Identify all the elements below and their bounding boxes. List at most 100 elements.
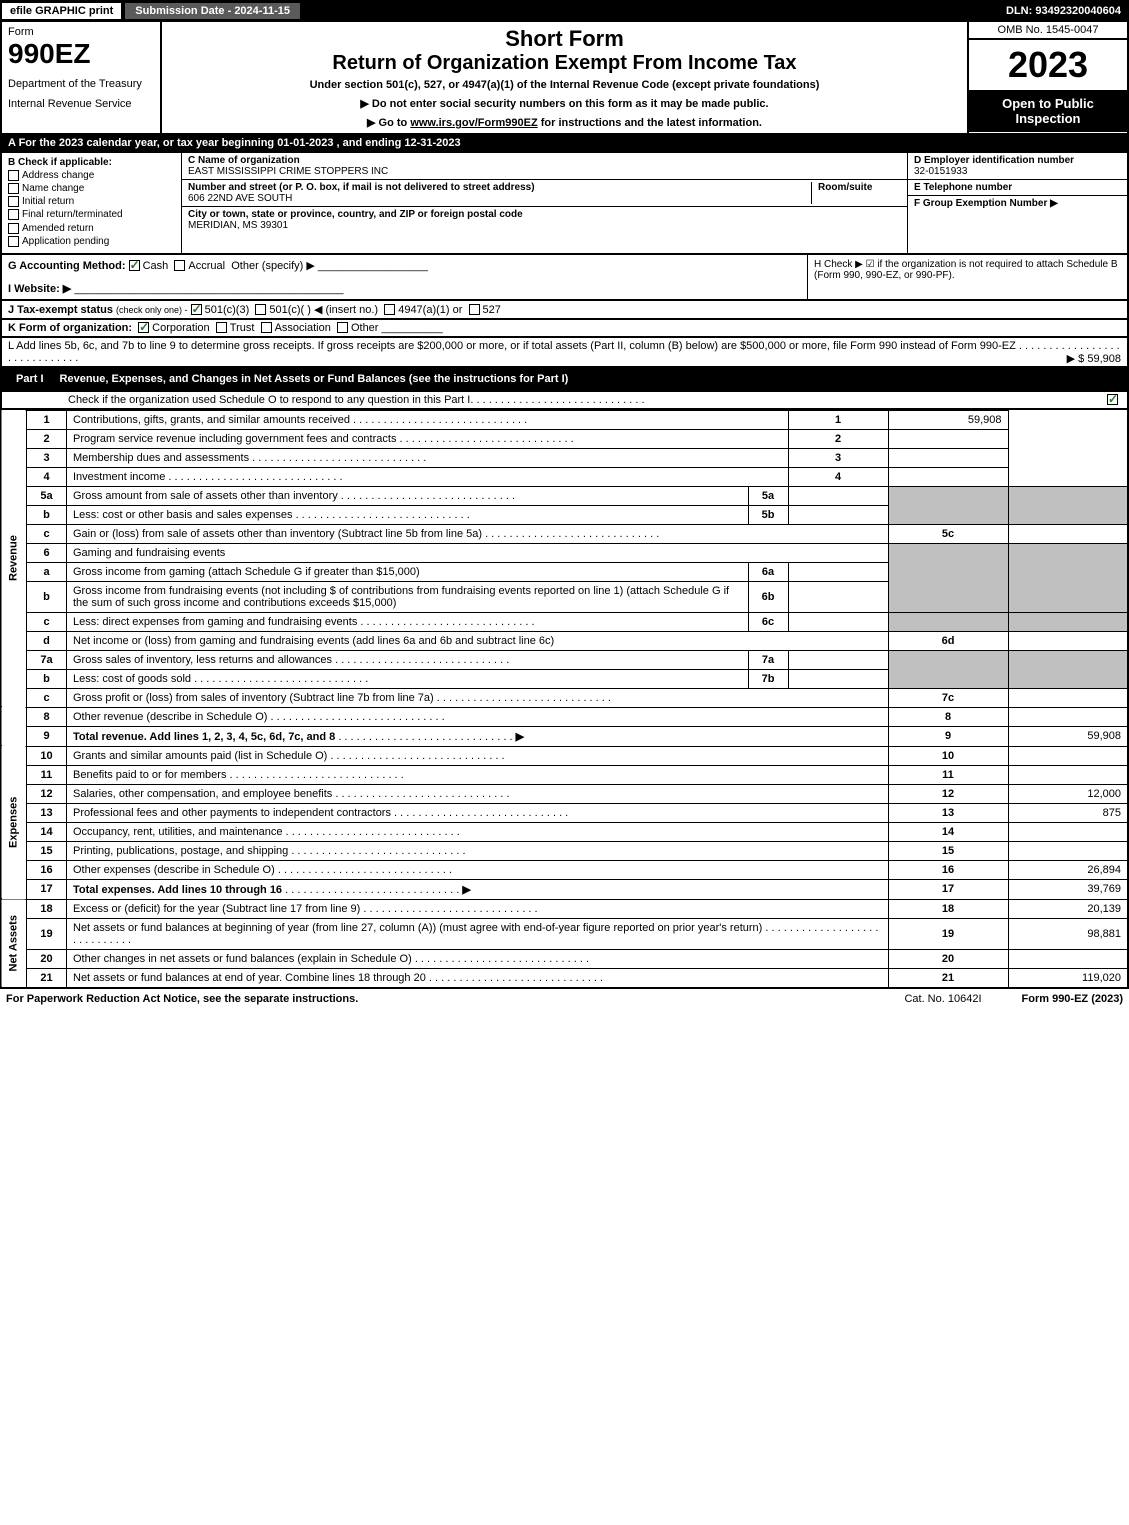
g-label: G Accounting Method: xyxy=(8,260,126,272)
line-5a: 5a Gross amount from sale of assets othe… xyxy=(1,486,1128,505)
check-application-pending[interactable]: Application pending xyxy=(8,236,175,247)
dept-label: Department of the Treasury xyxy=(8,78,154,90)
check-cash[interactable] xyxy=(129,260,140,271)
line-17: 17 Total expenses. Add lines 10 through … xyxy=(1,879,1128,899)
org-name-label: C Name of organization xyxy=(188,155,300,166)
header-middle: Short Form Return of Organization Exempt… xyxy=(162,22,967,133)
section-g: G Accounting Method: Cash Accrual Other … xyxy=(2,255,807,299)
paperwork-notice: For Paperwork Reduction Act Notice, see … xyxy=(6,993,358,1005)
check-address-change[interactable]: Address change xyxy=(8,170,175,181)
header-left: Form 990EZ Department of the Treasury In… xyxy=(2,22,162,133)
line-18: Net Assets 18 Excess or (deficit) for th… xyxy=(1,899,1128,918)
check-501c3[interactable] xyxy=(191,304,202,315)
k-label: K Form of organization: xyxy=(8,322,132,334)
part-1-header: Part I Revenue, Expenses, and Changes in… xyxy=(0,368,1129,392)
l-text: L Add lines 5b, 6c, and 7b to line 9 to … xyxy=(8,340,1016,352)
irs-link[interactable]: www.irs.gov/Form990EZ xyxy=(410,117,537,129)
section-b: B Check if applicable: Address change Na… xyxy=(2,153,182,253)
line-8: 8 Other revenue (describe in Schedule O)… xyxy=(1,707,1128,726)
section-a: A For the 2023 calendar year, or tax yea… xyxy=(0,135,1129,153)
revenue-sidelabel: Revenue xyxy=(1,410,27,707)
inst2-suffix: for instructions and the latest informat… xyxy=(538,117,762,129)
phone-cell: E Telephone number xyxy=(908,180,1127,196)
check-501c[interactable] xyxy=(255,304,266,315)
part-1-label: Part I xyxy=(8,371,52,387)
check-corporation[interactable] xyxy=(138,322,149,333)
phone-label: E Telephone number xyxy=(914,182,1012,193)
city-label: City or town, state or province, country… xyxy=(188,209,523,220)
org-name: EAST MISSISSIPPI CRIME STOPPERS INC xyxy=(188,166,388,177)
check-initial-return[interactable]: Initial return xyxy=(8,196,175,207)
inst2-prefix: ▶ Go to xyxy=(367,117,410,129)
section-h: H Check ▶ ☑ if the organization is not r… xyxy=(807,255,1127,299)
check-final-return[interactable]: Final return/terminated xyxy=(8,209,175,220)
l-amount: ▶ $ 59,908 xyxy=(1067,352,1121,365)
line-7a: 7a Gross sales of inventory, less return… xyxy=(1,650,1128,669)
instruction-1: ▶ Do not enter social security numbers o… xyxy=(166,97,963,110)
ein-cell: D Employer identification number 32-0151… xyxy=(908,153,1127,180)
city-value: MERIDIAN, MS 39301 xyxy=(188,220,288,231)
check-other-org[interactable] xyxy=(337,322,348,333)
instruction-2: ▶ Go to www.irs.gov/Form990EZ for instru… xyxy=(166,116,963,129)
street-label: Number and street (or P. O. box, if mail… xyxy=(188,182,535,193)
form-title: Return of Organization Exempt From Incom… xyxy=(166,52,963,75)
group-label: F Group Exemption Number ▶ xyxy=(914,198,1058,209)
form-subtitle: Under section 501(c), 527, or 4947(a)(1)… xyxy=(166,79,963,91)
form-container: efile GRAPHIC print Submission Date - 20… xyxy=(0,0,1129,1009)
form-number-footer: Form 990-EZ (2023) xyxy=(1022,993,1123,1005)
room-label: Room/suite xyxy=(818,182,872,193)
form-number: 990EZ xyxy=(8,38,154,70)
line-6: 6 Gaming and fundraising events xyxy=(1,543,1128,562)
footer: For Paperwork Reduction Act Notice, see … xyxy=(0,989,1129,1009)
check-amended-return[interactable]: Amended return xyxy=(8,223,175,234)
section-g-h: G Accounting Method: Cash Accrual Other … xyxy=(0,255,1129,301)
check-association[interactable] xyxy=(261,322,272,333)
org-name-cell: C Name of organization EAST MISSISSIPPI … xyxy=(182,153,907,180)
section-l: L Add lines 5b, 6c, and 7b to line 9 to … xyxy=(0,338,1129,368)
cat-number: Cat. No. 10642I xyxy=(904,993,981,1005)
check-trust[interactable] xyxy=(216,322,227,333)
check-4947[interactable] xyxy=(384,304,395,315)
street-cell: Number and street (or P. O. box, if mail… xyxy=(182,180,907,207)
line-6c: c Less: direct expenses from gaming and … xyxy=(1,612,1128,631)
section-b-header: B Check if applicable: xyxy=(8,157,175,168)
ein-value: 32-0151933 xyxy=(914,166,967,177)
line-5c: c Gain or (loss) from sale of assets oth… xyxy=(1,524,1128,543)
top-bar: efile GRAPHIC print Submission Date - 20… xyxy=(0,0,1129,22)
line-11: 11 Benefits paid to or for members 11 xyxy=(1,765,1128,784)
line-16: 16 Other expenses (describe in Schedule … xyxy=(1,860,1128,879)
line-12: 12 Salaries, other compensation, and emp… xyxy=(1,784,1128,803)
check-527[interactable] xyxy=(469,304,480,315)
section-d-e-f: D Employer identification number 32-0151… xyxy=(907,153,1127,253)
short-form-label: Short Form xyxy=(166,26,963,52)
j-label: J Tax-exempt status xyxy=(8,304,113,316)
section-i: I Website: ▶ xyxy=(8,283,71,295)
section-j: J Tax-exempt status (check only one) - 5… xyxy=(0,301,1129,320)
netassets-sidelabel: Net Assets xyxy=(1,899,27,988)
efile-label: efile GRAPHIC print xyxy=(0,1,123,21)
group-cell: F Group Exemption Number ▶ xyxy=(908,196,1127,211)
form-word: Form xyxy=(8,26,154,38)
check-name-change[interactable]: Name change xyxy=(8,183,175,194)
line-6d: d Net income or (loss) from gaming and f… xyxy=(1,631,1128,650)
check-dots xyxy=(470,394,644,406)
line-2: 2 Program service revenue including gove… xyxy=(1,429,1128,448)
dln-label: DLN: 93492320040604 xyxy=(998,3,1129,19)
expenses-sidelabel: Expenses xyxy=(1,746,27,899)
line-9: 9 Total revenue. Add lines 1, 2, 3, 4, 5… xyxy=(1,726,1128,746)
line-15: 15 Printing, publications, postage, and … xyxy=(1,841,1128,860)
check-schedule-o[interactable] xyxy=(1107,394,1118,405)
part-1-title: Revenue, Expenses, and Changes in Net As… xyxy=(60,373,569,385)
submission-date: Submission Date - 2024-11-15 xyxy=(123,1,302,21)
line-13: 13 Professional fees and other payments … xyxy=(1,803,1128,822)
check-accrual[interactable] xyxy=(174,260,185,271)
line-7c: c Gross profit or (loss) from sales of i… xyxy=(1,688,1128,707)
section-k: K Form of organization: Corporation Trus… xyxy=(0,320,1129,338)
tax-year: 2023 xyxy=(969,40,1127,90)
open-inspection: Open to Public Inspection xyxy=(969,90,1127,132)
section-c: C Name of organization EAST MISSISSIPPI … xyxy=(182,153,907,253)
omb-number: OMB No. 1545-0047 xyxy=(969,22,1127,40)
check-text: Check if the organization used Schedule … xyxy=(68,394,470,406)
line-3: 3 Membership dues and assessments 3 xyxy=(1,448,1128,467)
ein-label: D Employer identification number xyxy=(914,155,1074,166)
